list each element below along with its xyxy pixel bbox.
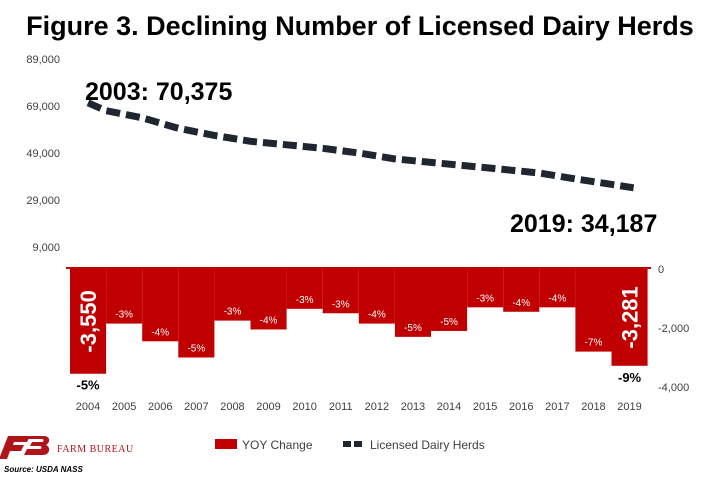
yoy-bars <box>70 269 648 374</box>
left-axis: 89,000 69,000 49,000 29,000 9,000 <box>26 54 60 254</box>
yoy-pct-label: -3% <box>332 299 350 310</box>
chart-title: Figure 3. Declining Number of Licensed D… <box>26 11 694 41</box>
yoy-bar <box>214 269 251 321</box>
x-tick-label: 2010 <box>292 401 316 413</box>
x-axis: 2004 2005 2006 2007 2008 2009 2010 2011 2012 2013… <box>76 401 642 413</box>
x-tick-label: 2004 <box>76 401 100 413</box>
end-callout: 2019: 34,187 <box>510 210 657 238</box>
yoy-pct-label: -3% <box>476 293 494 304</box>
yoy-bar <box>178 269 215 358</box>
yoy-bar <box>106 269 143 324</box>
x-tick-label: 2009 <box>256 401 280 413</box>
x-tick-label: 2005 <box>112 401 136 413</box>
yoy-bar <box>611 269 648 366</box>
legend-label-yoy: YOY Change <box>242 438 313 452</box>
yoy-pct-label: -9% <box>618 370 642 385</box>
yoy-end-value-label: -3,550 <box>76 290 101 352</box>
yoy-bar <box>250 269 287 330</box>
x-tick-label: 2006 <box>148 401 172 413</box>
x-tick-label: 2007 <box>184 401 208 413</box>
yoy-pct-label: -5% <box>187 344 205 355</box>
x-tick-label: 2018 <box>581 401 605 413</box>
yoy-bar <box>503 269 540 312</box>
yoy-bar <box>286 269 323 309</box>
right-axis: 0 -2,000 -4,000 <box>658 264 689 394</box>
legend-label-herds: Licensed Dairy Herds <box>370 438 485 452</box>
yoy-pct-label: -5% <box>404 323 422 334</box>
start-callout: 2003: 70,375 <box>85 78 232 106</box>
legend-swatch-yoy <box>215 439 237 449</box>
yoy-pct-label: -4% <box>151 327 169 338</box>
left-tick-label: 69,000 <box>26 101 60 113</box>
x-tick-label: 2012 <box>365 401 389 413</box>
left-tick-label: 89,000 <box>26 54 60 66</box>
yoy-pct-label: -5% <box>76 378 100 393</box>
yoy-pct-label: -7% <box>585 338 603 349</box>
left-tick-label: 29,000 <box>26 195 60 207</box>
yoy-end-value-label: -3,281 <box>618 286 643 348</box>
yoy-bar-labels: -3,550 -5% -3% -4% -5% -3% -4% -3% -3% -4% -5% -5% -… <box>76 286 643 393</box>
x-tick-label: 2016 <box>509 401 533 413</box>
yoy-pct-label: -3% <box>115 310 133 321</box>
yoy-bar <box>358 269 395 324</box>
yoy-bar <box>539 269 576 308</box>
brand-name: FARM BUREAU <box>57 444 134 455</box>
right-tick-label: -2,000 <box>658 323 689 335</box>
x-tick-label: 2017 <box>545 401 569 413</box>
yoy-bar <box>70 269 107 374</box>
x-tick-label: 2019 <box>617 401 641 413</box>
yoy-pct-label: -3% <box>296 295 314 306</box>
left-tick-label: 49,000 <box>26 148 60 160</box>
left-tick-label: 9,000 <box>32 242 60 254</box>
x-tick-label: 2015 <box>473 401 497 413</box>
yoy-bar <box>142 269 179 342</box>
yoy-bar <box>431 269 468 331</box>
yoy-bar <box>394 269 431 337</box>
yoy-bar <box>322 269 359 314</box>
source-note: Source: USDA NASS <box>4 465 83 474</box>
yoy-pct-label: -4% <box>512 298 530 309</box>
bar-baseline <box>66 267 651 269</box>
farm-bureau-logo-icon <box>0 436 50 459</box>
x-tick-label: 2014 <box>437 401 461 413</box>
yoy-pct-label: -4% <box>368 310 386 321</box>
licensed-herds-line <box>86 99 635 192</box>
yoy-pct-label: -4% <box>260 315 278 326</box>
yoy-pct-label: -4% <box>548 293 566 304</box>
right-tick-label: -4,000 <box>658 382 689 394</box>
right-tick-label: 0 <box>658 264 664 276</box>
x-tick-label: 2011 <box>329 401 353 413</box>
yoy-pct-label: -3% <box>224 307 242 318</box>
yoy-bar <box>467 269 504 308</box>
yoy-pct-label: -5% <box>440 317 458 328</box>
x-tick-label: 2008 <box>220 401 244 413</box>
yoy-bar <box>575 269 612 352</box>
x-tick-label: 2013 <box>401 401 425 413</box>
